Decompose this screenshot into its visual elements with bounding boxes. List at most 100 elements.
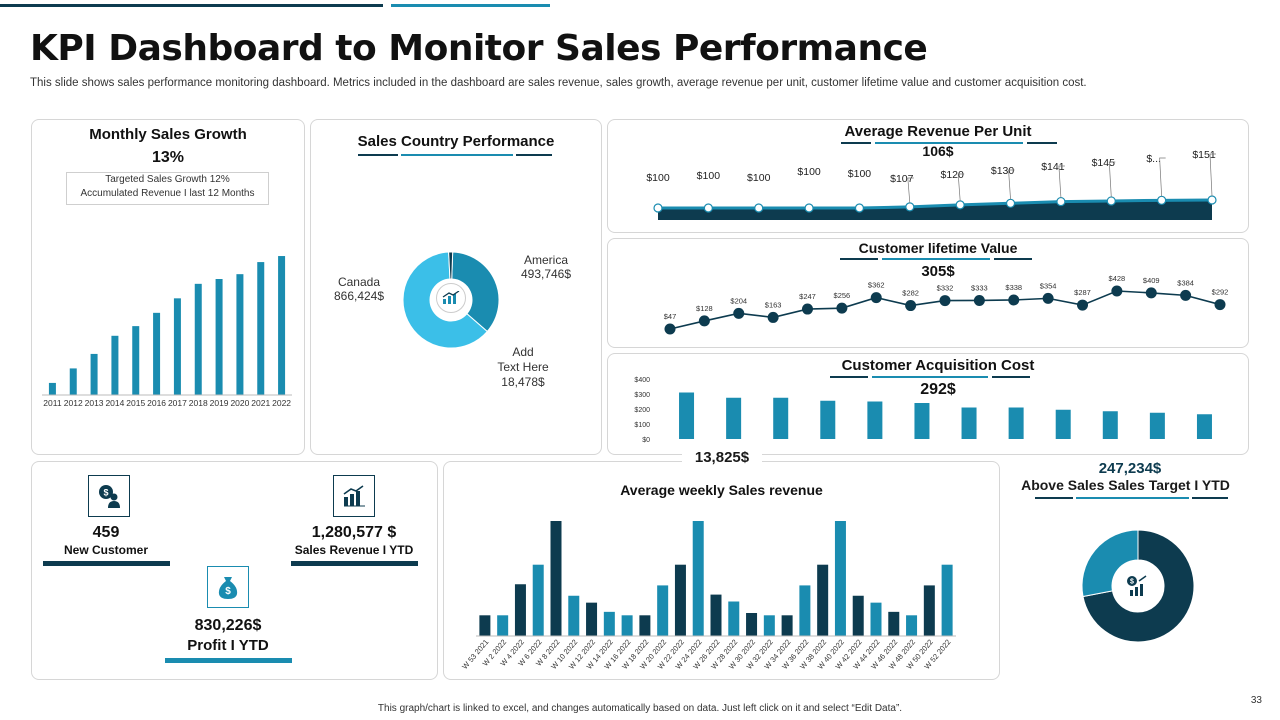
weekly-bar: [497, 615, 509, 636]
clv-panel[interactable]: Customer lifetime Value 305$ $47 $128 $204…: [607, 238, 1249, 348]
arpu-data-label: $151: [1192, 150, 1216, 161]
clv-point: [870, 292, 882, 304]
sales-country-panel[interactable]: Sales Country Performance Canada 866,424…: [310, 119, 602, 455]
title-underline-left: [840, 258, 878, 260]
clv-point: [1077, 299, 1088, 311]
weekly-bar: [906, 615, 918, 636]
monthly-sales-growth-title: Monthly Sales Growth: [89, 126, 247, 143]
clv-data-label: $204: [730, 296, 747, 305]
sales-country-donut[interactable]: [391, 245, 511, 355]
sales-revenue-label: Sales Revenue I YTD: [294, 543, 414, 557]
monthly-bar: [173, 298, 181, 395]
weekly-bar: [479, 615, 491, 636]
clv-data-label: $428: [1109, 274, 1126, 283]
target-donut[interactable]: [1080, 528, 1196, 644]
weekly-bar: [532, 564, 544, 636]
clv-data-label: $384: [1177, 278, 1194, 287]
arpu-area-chart[interactable]: $100 $100 $100 $100 $100 $107 $120 $130 $141 $145…: [608, 150, 1248, 230]
clv-point: [1145, 287, 1157, 299]
cac-panel[interactable]: Customer Acquisition Cost 292$ $0 $100 $20…: [607, 353, 1249, 455]
cac-bar-chart[interactable]: $0 $100 $200 $300 $400: [608, 369, 1248, 454]
arpu-title: Average Revenue Per Unit: [844, 123, 1032, 140]
arpu-line: [658, 198, 1213, 210]
arpu-panel[interactable]: Average Revenue Per Unit 106$ $100 $100 $1…: [607, 119, 1249, 233]
target-value: 247,234$: [1098, 460, 1162, 477]
cac-bar: [867, 401, 883, 439]
monthly-bar: [132, 326, 140, 395]
arpu-data-label: $100: [848, 168, 872, 180]
weekly-bar: [763, 615, 775, 636]
monthly-target-note: Targeted Sales Growth 12% Accumulated Re…: [66, 172, 269, 205]
monthly-sales-growth-panel[interactable]: Monthly Sales Growth 13% Targeted Sales …: [31, 119, 305, 455]
clv-point: [733, 307, 745, 319]
title-underline-right: [994, 258, 1032, 260]
weekly-bar: [657, 585, 669, 636]
monthly-tick-label: 2020: [230, 398, 249, 408]
weekly-bar: [586, 602, 598, 636]
monthly-tick-label: 2014: [105, 398, 124, 408]
cac-bar: [961, 407, 977, 439]
weekly-bar: [728, 601, 740, 636]
title-underline-left: [841, 142, 871, 144]
arpu-area: [658, 200, 1212, 220]
new-customer-label: New Customer: [63, 543, 149, 557]
customer-dollar-icon: $: [99, 485, 120, 508]
arpu-point: [955, 200, 965, 210]
weekly-sales-panel[interactable]: Average weekly Sales revenue W 53 2021 W …: [443, 461, 1000, 680]
arpu-leader-line: [907, 177, 914, 203]
monthly-target-note-line2: Accumulated Revenue I last 12 Months: [80, 188, 255, 199]
weekly-bar: [888, 611, 900, 636]
arpu-data-label: $100: [697, 170, 721, 182]
dollar-growth-icon: $: [1127, 575, 1147, 596]
icon-circle: [436, 283, 466, 313]
page-title: KPI Dashboard to Monitor Sales Performan…: [30, 28, 928, 69]
monthly-sales-growth-chart[interactable]: 2011 2012 2013 2014 2015 2016 2017 2018 2019 2020…: [32, 250, 304, 420]
monthly-tick-label: 2021: [251, 398, 270, 408]
monthly-bar: [90, 353, 98, 395]
monthly-bar: [111, 335, 119, 395]
arpu-point: [703, 203, 713, 213]
weekly-bar: [746, 613, 758, 636]
clv-point: [1042, 292, 1054, 304]
title-underline-mid: [401, 154, 513, 156]
cac-bar: [820, 400, 836, 439]
clv-data-label: $409: [1143, 276, 1160, 285]
monthly-bar: [69, 368, 77, 395]
clv-point: [905, 300, 917, 312]
kpi-summary-panel[interactable]: $ 459 New Customer 1,280,577 $ Sales Rev…: [31, 461, 438, 680]
monthly-bar: [215, 279, 223, 395]
monthly-bar: [48, 382, 56, 395]
arpu-data-label: $141: [1041, 161, 1065, 173]
cac-bar: [1149, 412, 1165, 439]
arpu-data-label: $145: [1092, 157, 1116, 169]
target-slice: [1081, 529, 1139, 598]
clv-data-label: $163: [765, 300, 782, 309]
clv-value: 305$: [921, 263, 955, 280]
weekly-sales-value: 13,825$: [682, 449, 762, 466]
country-slice: [448, 251, 454, 280]
clv-point: [1008, 294, 1020, 306]
clv-line-chart[interactable]: $47 $128 $204 $163 $247 $256 $362 $282 $332 $333 $…: [608, 269, 1248, 345]
label-canada-value: 866,424$: [333, 289, 385, 303]
cac-bar: [1102, 411, 1118, 439]
title-underline-left: [1035, 497, 1073, 499]
arpu-point: [1157, 195, 1167, 205]
weekly-bar: [870, 602, 882, 636]
arpu-leader-line: [1008, 169, 1015, 200]
svg-text:$: $: [103, 488, 108, 498]
weekly-bar: [799, 585, 811, 636]
arpu-leader-line: [1159, 157, 1166, 197]
clv-point: [836, 302, 848, 314]
profit-value: 830,226$: [194, 617, 262, 634]
title-underline-left: [830, 376, 868, 378]
svg-text:$: $: [225, 586, 231, 597]
sales-country-title: Sales Country Performance: [357, 133, 555, 150]
clv-data-label: $338: [1005, 283, 1022, 292]
monthly-bar: [236, 274, 244, 395]
title-underline-right: [516, 154, 552, 156]
monthly-tick-label: 2015: [126, 398, 145, 408]
clv-data-label: $247: [799, 292, 816, 301]
label-add-line1: Add: [512, 345, 534, 359]
arpu-data-label: $100: [646, 172, 670, 184]
